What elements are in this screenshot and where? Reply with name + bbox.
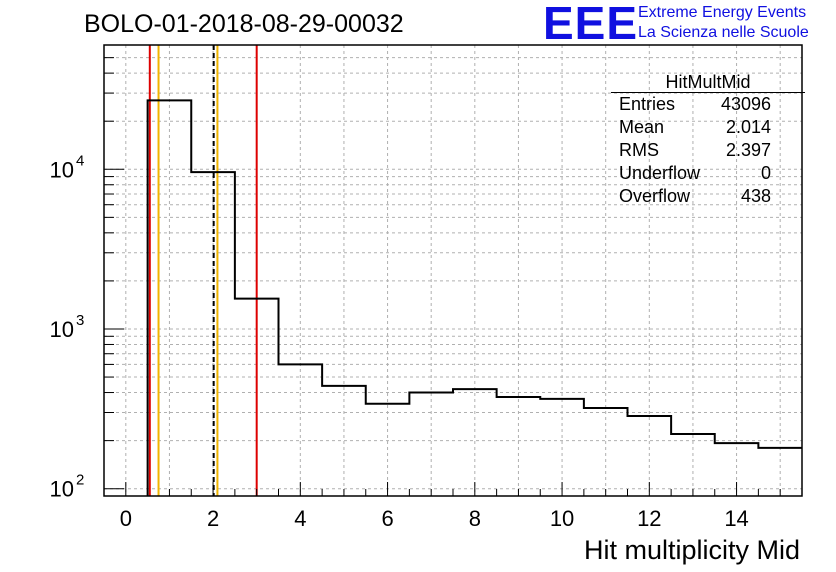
marker-lines: [148, 45, 258, 496]
stats-label: Overflow: [619, 186, 691, 206]
histogram-bin: [148, 100, 192, 496]
x-tick-label: 4: [294, 506, 306, 531]
stats-row-mean: Mean 2.014: [611, 116, 805, 139]
y-tick-exponent: 2: [76, 472, 84, 489]
x-tick-label: 14: [724, 506, 748, 531]
logo-line-1: Extreme Energy Events: [638, 4, 807, 21]
histogram-bin: [191, 172, 235, 496]
y-tick-label: 10: [50, 477, 74, 502]
histogram-bin: [322, 386, 366, 496]
histogram-bin: [497, 397, 541, 496]
stats-row-overflow: Overflow 438: [611, 185, 805, 208]
histogram-series: [146, 99, 802, 496]
x-tick-label: 2: [207, 506, 219, 531]
stats-value: 438: [740, 186, 771, 206]
y-tick-label: 10: [50, 157, 74, 182]
x-tick-label: 6: [381, 506, 393, 531]
stats-label: Entries: [619, 94, 676, 114]
x-tick-label: 10: [550, 506, 574, 531]
logo-line-2: La Scienza nelle Scuole: [638, 24, 809, 41]
x-tick-label: 8: [469, 506, 481, 531]
stats-label: RMS: [619, 140, 659, 160]
x-tick-label: 12: [637, 506, 661, 531]
stats-value: 43096: [720, 94, 771, 114]
x-tick-label: 0: [120, 506, 132, 531]
histogram-bin: [540, 399, 584, 496]
stats-row-rms: RMS 2.397: [611, 139, 805, 162]
x-axis-label: Hit multiplicity Mid: [583, 535, 800, 565]
y-tick-exponent: 4: [76, 152, 84, 169]
stats-value: 2.014: [725, 117, 771, 137]
stats-box: HitMultMid Entries 43096 Mean 2.014 RMS 2.397…: [611, 72, 805, 208]
y-tick-exponent: 3: [76, 312, 84, 329]
histogram-bin: [584, 408, 628, 496]
stats-title: HitMultMid: [611, 72, 805, 93]
chart-title: BOLO-01-2018-08-29-00032: [84, 10, 404, 38]
stats-value: 0: [760, 163, 771, 183]
histogram-bin: [453, 389, 497, 496]
stats-row-entries: Entries 43096: [611, 93, 805, 116]
stats-label: Underflow: [619, 163, 701, 183]
histogram-bin: [671, 434, 715, 496]
stats-value: 2.397: [725, 140, 771, 160]
histogram-outline: [146, 99, 802, 496]
histogram-bin: [279, 364, 323, 496]
stats-label: Mean: [619, 117, 665, 137]
histogram-bin: [235, 299, 279, 496]
stats-rows: Entries 43096 Mean 2.014 RMS 2.397 Underflow 0 O…: [611, 93, 805, 208]
histogram-bin: [758, 448, 802, 496]
eee-logo-mark: EEE: [543, 0, 639, 49]
stats-row-underflow: Underflow 0: [611, 162, 805, 185]
y-tick-label: 10: [50, 317, 74, 342]
histogram-bin: [409, 393, 453, 496]
